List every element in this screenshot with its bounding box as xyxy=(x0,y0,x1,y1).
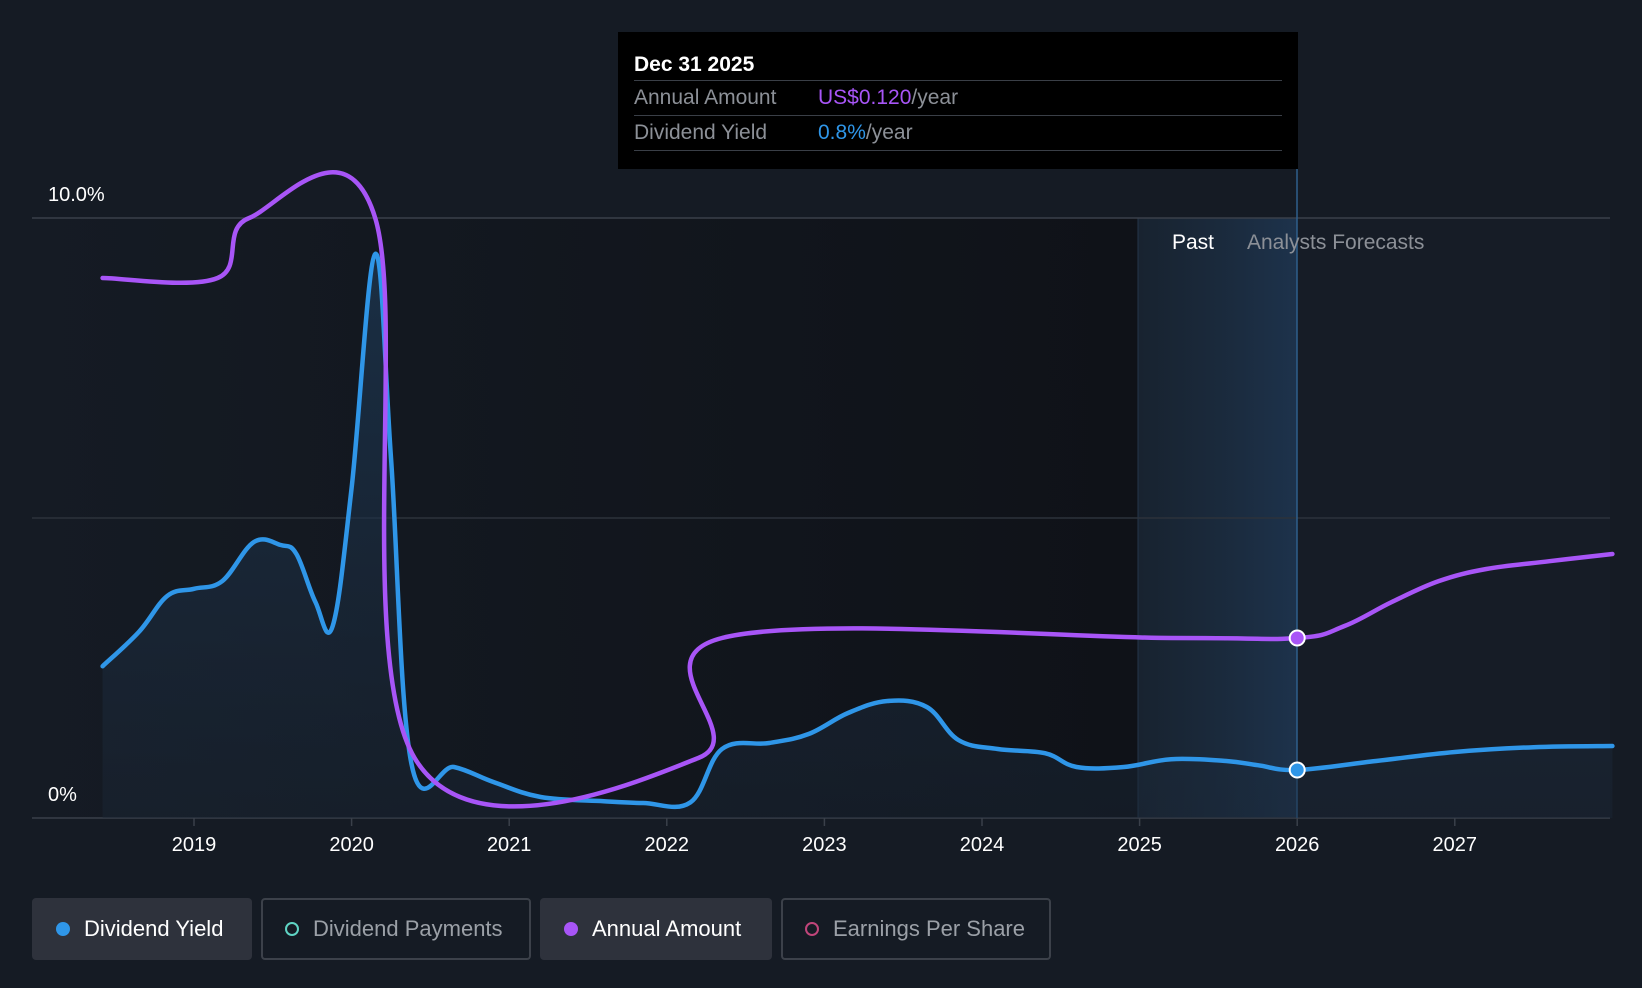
tooltip-yield-row: Dividend Yield 0.8%/year xyxy=(634,115,1282,151)
x-tick-label-2025: 2025 xyxy=(1117,834,1162,856)
past-label: Past xyxy=(1172,231,1214,254)
tooltip-date: Dec 31 2025 xyxy=(634,53,755,76)
legend-dividend-payments[interactable]: Dividend Payments xyxy=(261,898,531,960)
x-tick-label-2023: 2023 xyxy=(802,834,847,856)
x-tick-label-2022: 2022 xyxy=(645,834,690,856)
x-tick-label-2019: 2019 xyxy=(172,834,217,856)
legend-dividend-yield[interactable]: Dividend Yield xyxy=(32,898,252,960)
tooltip-yield-value: 0.8% xyxy=(818,121,866,144)
dividend-yield-area xyxy=(102,253,1613,819)
tooltip-annual-label: Annual Amount xyxy=(634,86,777,109)
x-tick-label-2027: 2027 xyxy=(1433,834,1478,856)
x-axis-ticks: 2019 2020 2021 2022 2023 2024 2025 2026 2027 xyxy=(172,818,1477,856)
earnings-per-share-ring-icon xyxy=(805,922,819,936)
y-label-top: 10.0% xyxy=(48,184,105,206)
x-tick-label-2021: 2021 xyxy=(487,834,532,856)
legend-dividend-yield-label: Dividend Yield xyxy=(84,916,224,941)
y-label-bottom: 0% xyxy=(48,784,77,806)
annual-amount-line xyxy=(100,170,1615,809)
x-tick-label-2026: 2026 xyxy=(1275,834,1320,856)
legend-annual-amount-label: Annual Amount xyxy=(592,916,742,941)
x-tick-label-2024: 2024 xyxy=(960,834,1005,856)
legend: Dividend Yield Dividend Payments Annual … xyxy=(32,898,1051,960)
tooltip: Dec 31 2025 Annual Amount US$0.120/year … xyxy=(618,32,1298,169)
annual-amount-dot-icon xyxy=(564,922,578,936)
annual-amount-marker xyxy=(1288,629,1306,647)
dividend-yield-dot-icon xyxy=(56,922,70,936)
dividend-yield-line xyxy=(100,251,1615,810)
tooltip-annual-unit: /year xyxy=(911,86,959,109)
legend-annual-amount[interactable]: Annual Amount xyxy=(540,898,772,960)
tooltip-annual-value: US$0.120 xyxy=(818,86,912,109)
legend-earnings-per-share[interactable]: Earnings Per Share xyxy=(781,898,1051,960)
tooltip-yield-label: Dividend Yield xyxy=(634,121,768,144)
forecast-label: Analysts Forecasts xyxy=(1247,231,1424,254)
legend-dividend-payments-label: Dividend Payments xyxy=(313,916,503,941)
legend-earnings-per-share-label: Earnings Per Share xyxy=(833,916,1025,941)
tooltip-annual-row: Annual Amount US$0.120/year xyxy=(634,80,1282,115)
dividend-yield-marker xyxy=(1288,761,1306,779)
tooltip-yield-unit: /year xyxy=(865,121,913,144)
dividend-payments-ring-icon xyxy=(285,922,299,936)
x-tick-label-2020: 2020 xyxy=(329,834,374,856)
